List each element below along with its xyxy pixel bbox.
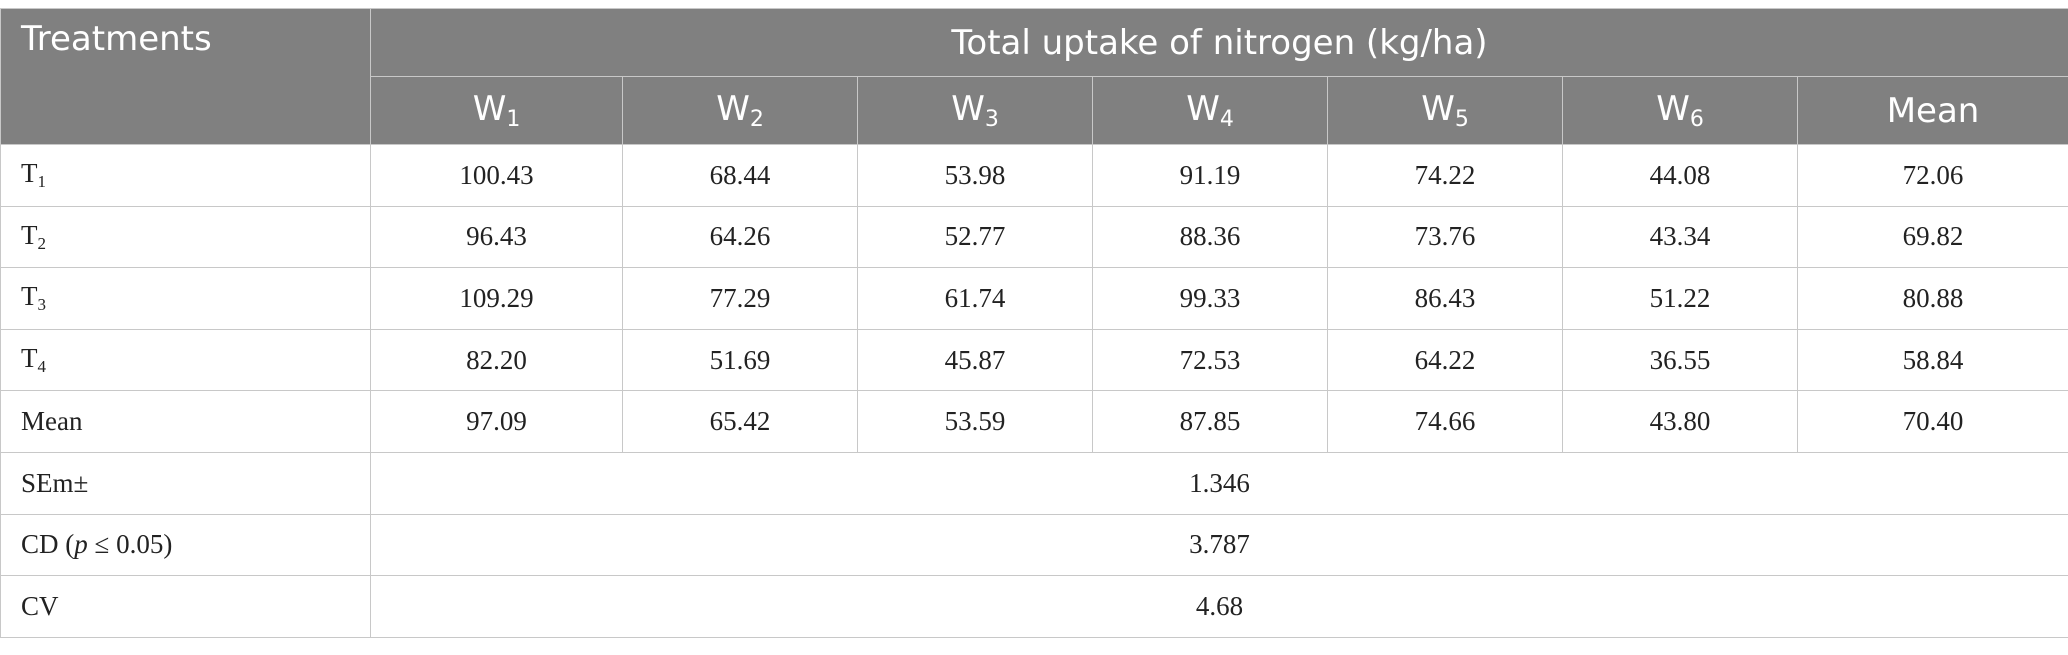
table-cell: 70.40: [1796, 390, 2068, 453]
table-row-t1: T1 100.43 68.44 53.98 91.19 74.22 44.08 …: [0, 144, 2068, 207]
table-cell: 53.59: [857, 390, 1093, 453]
table-cell: 61.74: [857, 267, 1093, 330]
column-header-base: Mean: [1886, 90, 1980, 131]
column-header-base: W: [951, 89, 985, 129]
column-header-base: W: [1421, 89, 1455, 129]
column-header-sub: 1: [506, 107, 521, 132]
table-cell: 51.69: [622, 328, 858, 392]
row-label: Mean: [0, 390, 371, 453]
nitrogen-uptake-group-header: Total uptake of nitrogen (kg/ha): [369, 8, 2068, 77]
column-header-w2: W2: [622, 76, 858, 145]
cd-label-pre: CD (: [21, 529, 75, 560]
row-label-sub: 2: [37, 233, 47, 253]
column-header-w6: W6: [1562, 76, 1798, 145]
table-cell: 99.33: [1092, 267, 1328, 330]
table-cell: 65.42: [622, 390, 858, 453]
row-label-base: T: [21, 281, 38, 312]
table-row-sem: SEm± 1.346: [0, 451, 2068, 515]
table-cell: 43.34: [1562, 205, 1798, 269]
table-header: Treatments Total uptake of nitrogen (kg/…: [0, 8, 2068, 145]
table-cell: 64.26: [622, 205, 858, 269]
table-row-t4: T4 82.20 51.69 45.87 72.53 64.22 36.55 5…: [0, 328, 2068, 392]
row-label-base: T: [21, 343, 38, 374]
table-cell: 74.22: [1327, 144, 1563, 207]
row-label: T4: [0, 328, 371, 392]
table-cell: 91.19: [1092, 144, 1328, 207]
cv-value: 4.68: [369, 575, 2068, 638]
table-cell: 97.09: [370, 390, 623, 453]
cd-label-var: p: [74, 529, 88, 560]
table-cell: 52.77: [857, 205, 1093, 269]
sem-label: SEm±: [0, 451, 371, 515]
table-cell: 82.20: [370, 328, 623, 392]
header-row-group: Treatments Total uptake of nitrogen (kg/…: [0, 8, 2068, 145]
column-header-w5: W5: [1327, 76, 1563, 145]
cd-label: CD (p ≤ 0.05): [0, 513, 371, 577]
table-row-mean: Mean 97.09 65.42 53.59 87.85 74.66 43.80…: [0, 390, 2068, 453]
cd-value: 3.787: [369, 513, 2068, 577]
cv-label: CV: [0, 575, 371, 638]
column-header-base: W: [1656, 89, 1690, 129]
row-label-sub: 3: [37, 295, 47, 315]
table-row-t2: T2 96.43 64.26 52.77 88.36 73.76 43.34 6…: [0, 205, 2068, 269]
table-cell: 45.87: [857, 328, 1093, 392]
column-header-base: W: [1186, 89, 1220, 129]
column-header-mean: Mean: [1796, 76, 2068, 145]
nitrogen-uptake-table: Treatments Total uptake of nitrogen (kg/…: [0, 8, 2068, 638]
table-cell: 58.84: [1796, 328, 2068, 392]
row-label-base: T: [21, 158, 38, 189]
table-cell: 69.82: [1796, 205, 2068, 269]
table-cell: 36.55: [1562, 328, 1798, 392]
table-cell: 74.66: [1327, 390, 1563, 453]
table-cell: 80.88: [1796, 267, 2068, 330]
table-cell: 77.29: [622, 267, 858, 330]
table-cell: 53.98: [857, 144, 1093, 207]
treatments-header: Treatments: [0, 8, 371, 145]
table-cell: 86.43: [1327, 267, 1563, 330]
row-label-sub: 4: [37, 357, 47, 377]
table-cell: 51.22: [1562, 267, 1798, 330]
table-cell: 87.85: [1092, 390, 1328, 453]
sem-value: 1.346: [369, 451, 2068, 515]
column-header-base: W: [472, 89, 507, 129]
table-cell: 100.43: [370, 144, 623, 207]
table-body: T1 100.43 68.44 53.98 91.19 74.22 44.08 …: [0, 144, 2068, 638]
column-header-base: W: [716, 89, 750, 129]
table-row-t3: T3 109.29 77.29 61.74 99.33 86.43 51.22 …: [0, 267, 2068, 330]
header-row-columns: W1 W2 W3 W4 W5 W6 Mean: [1, 76, 2068, 145]
table-cell: 72.53: [1092, 328, 1328, 392]
table-row-cv: CV 4.68: [0, 575, 2068, 638]
row-label-base: T: [21, 219, 38, 250]
cd-label-post: ≤ 0.05): [87, 529, 173, 560]
column-header-w4: W4: [1092, 76, 1328, 145]
column-header-w3: W3: [857, 76, 1093, 145]
table-cell: 109.29: [370, 267, 623, 330]
row-label: T1: [0, 144, 371, 207]
table-cell: 96.43: [370, 205, 623, 269]
table-row-cd: CD (p ≤ 0.05) 3.787: [0, 513, 2068, 577]
table-cell: 73.76: [1327, 205, 1563, 269]
table-cell: 88.36: [1092, 205, 1328, 269]
column-header-sub: 2: [749, 107, 764, 132]
column-header-sub: 4: [1219, 107, 1234, 132]
table-cell: 44.08: [1562, 144, 1798, 207]
row-label: T3: [0, 267, 371, 330]
column-header-sub: 6: [1689, 107, 1704, 132]
row-label: T2: [0, 205, 371, 269]
column-header-sub: 5: [1454, 107, 1469, 132]
table-cell: 64.22: [1327, 328, 1563, 392]
column-header-w1: W1: [370, 76, 623, 145]
column-header-sub: 3: [984, 107, 999, 132]
row-label-sub: 1: [37, 172, 47, 192]
table-cell: 43.80: [1562, 390, 1798, 453]
table-cell: 68.44: [622, 144, 858, 207]
table-cell: 72.06: [1796, 144, 2068, 207]
